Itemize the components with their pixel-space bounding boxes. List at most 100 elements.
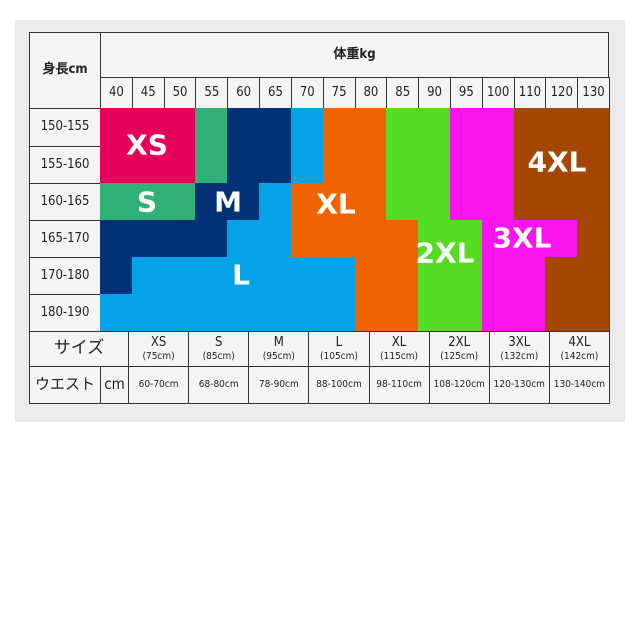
- size-length: (85cm): [202, 350, 235, 362]
- size-cell: [513, 108, 547, 147]
- size-cell: [100, 257, 133, 295]
- size-cell: [322, 257, 356, 295]
- size-cell: [481, 183, 515, 221]
- size-cell: [545, 294, 579, 332]
- size-header-cell: XS (75cm): [128, 331, 190, 367]
- size-name: 2XL: [448, 334, 471, 350]
- height-row-label: 150-155: [29, 108, 101, 147]
- size-cell: [163, 294, 197, 332]
- size-name: XL: [391, 334, 407, 350]
- size-cell: [290, 220, 324, 258]
- waist-unit: cm: [100, 366, 129, 404]
- size-cell: [131, 257, 165, 295]
- size-cell: [386, 294, 420, 332]
- size-cell: [577, 257, 610, 295]
- size-header-cell: 4XL (142cm): [548, 331, 610, 367]
- size-cell: [481, 108, 515, 147]
- size-cell: [290, 294, 324, 332]
- size-name: 4XL: [568, 334, 591, 350]
- size-cell: [354, 146, 388, 184]
- size-cell: [386, 257, 420, 295]
- weight-column-header: 80: [354, 77, 388, 109]
- height-row-label: 165-170: [29, 220, 101, 258]
- size-cell: [386, 146, 420, 184]
- weight-column-header: 70: [290, 77, 324, 109]
- waist-cell: 60-70cm: [128, 366, 190, 404]
- size-cell: [259, 183, 292, 221]
- size-length: (105cm): [319, 350, 358, 362]
- size-cell: [290, 146, 324, 184]
- size-name: 3XL: [508, 334, 531, 350]
- size-overlay-label: XS: [126, 128, 168, 162]
- waist-cell: 130-140cm: [548, 366, 610, 404]
- weight-column-header: 120: [545, 77, 579, 109]
- size-header-cell: S (85cm): [188, 331, 250, 367]
- size-cell: [259, 108, 292, 147]
- size-cell: [290, 183, 324, 221]
- size-cell: [481, 146, 515, 184]
- height-row-label: 160-165: [29, 183, 101, 221]
- size-cell: [259, 220, 292, 258]
- size-cell: [100, 146, 133, 184]
- size-cell: [322, 294, 356, 332]
- height-header: 身長cm: [29, 32, 101, 109]
- size-cell: [227, 108, 261, 147]
- size-overlay-label: M: [214, 185, 242, 219]
- weight-header: 体重kg: [100, 32, 609, 78]
- size-cell: [449, 108, 483, 147]
- size-cell: [545, 108, 579, 147]
- size-cell: [131, 294, 165, 332]
- size-cell: [195, 108, 229, 147]
- size-cell: [259, 146, 292, 184]
- size-cell: [386, 220, 420, 258]
- size-overlay-label: L: [232, 258, 250, 292]
- size-cell: [386, 108, 420, 147]
- size-cell: [418, 183, 451, 221]
- height-row-label: 170-180: [29, 257, 101, 295]
- size-cell: [481, 294, 515, 332]
- size-cell: [163, 146, 197, 184]
- size-cell: [418, 257, 451, 295]
- size-overlay-label: XL: [316, 187, 356, 221]
- size-cell: [418, 108, 451, 147]
- size-cell: [513, 294, 547, 332]
- size-length: (115cm): [380, 350, 419, 362]
- size-cell: [577, 294, 610, 332]
- size-cell: [195, 294, 229, 332]
- size-cell: [100, 220, 133, 258]
- size-cell: [163, 257, 197, 295]
- weight-column-header: 100: [481, 77, 515, 109]
- size-cell: [227, 220, 261, 258]
- size-length: (75cm): [142, 350, 175, 362]
- size-overlay-label: S: [136, 185, 158, 219]
- height-row-label: 155-160: [29, 146, 101, 184]
- weight-column-header: 85: [386, 77, 420, 109]
- size-cell: [545, 146, 579, 184]
- size-cell: [163, 183, 197, 221]
- size-cell: [131, 146, 165, 184]
- size-cell: [449, 146, 483, 184]
- size-cell: [449, 294, 483, 332]
- size-cell: [577, 220, 610, 258]
- weight-column-header: 60: [227, 77, 261, 109]
- waist-cell: 120-130cm: [488, 366, 550, 404]
- size-row-label: サイズ: [29, 331, 129, 367]
- size-header-cell: 2XL (125cm): [428, 331, 490, 367]
- size-cell: [449, 183, 483, 221]
- size-name: L: [335, 334, 343, 350]
- size-cell: [131, 108, 165, 147]
- waist-cell: 78-90cm: [248, 366, 310, 404]
- size-header-cell: XL (115cm): [368, 331, 430, 367]
- size-overlay-label: 2XL: [415, 236, 475, 270]
- size-cell: [354, 108, 388, 147]
- size-cell: [481, 257, 515, 295]
- size-cell: [163, 220, 197, 258]
- weight-column-header: 55: [195, 77, 229, 109]
- size-overlay-label: 3XL: [492, 221, 552, 255]
- size-cell: [163, 108, 197, 147]
- waist-cell: 108-120cm: [428, 366, 490, 404]
- size-cell: [290, 257, 324, 295]
- size-cell: [290, 108, 324, 147]
- weight-column-header: 65: [259, 77, 292, 109]
- size-cell: [418, 146, 451, 184]
